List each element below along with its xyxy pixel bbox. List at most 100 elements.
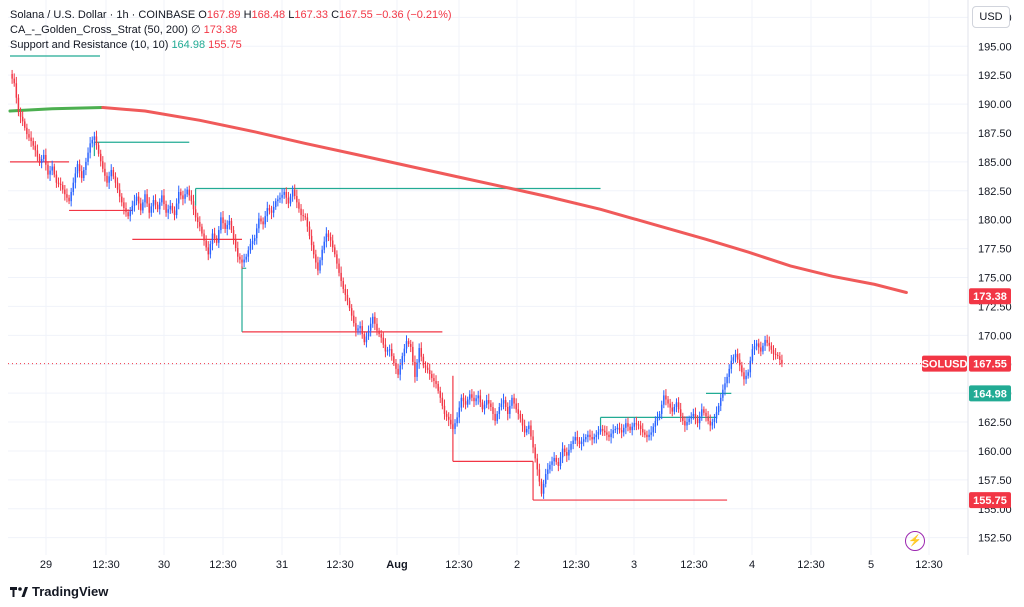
candle-body <box>110 169 112 177</box>
candle-body <box>205 240 207 248</box>
candle-body <box>13 78 15 84</box>
candle-body <box>490 403 492 407</box>
y-tick-label: 152.50 <box>978 533 1012 545</box>
candle-body <box>89 143 91 153</box>
candle-body <box>209 243 212 255</box>
candle-body <box>781 359 783 364</box>
candle-body <box>49 170 51 175</box>
candle-body <box>24 121 26 128</box>
candle-body <box>435 380 437 384</box>
y-tick-label: 160.00 <box>978 446 1012 458</box>
candle-body <box>452 424 454 429</box>
candle-body <box>78 164 81 172</box>
candle-body <box>382 337 385 345</box>
candle-body <box>76 164 79 174</box>
candle-body <box>298 202 300 209</box>
price-labels: 173.38 SOLUSD 167.55 164.98 155.75 <box>922 288 1011 509</box>
candle-body <box>568 449 570 456</box>
candle-body <box>363 334 366 343</box>
candle-body <box>580 441 583 444</box>
candle-body <box>705 412 707 417</box>
candle-body <box>186 189 188 195</box>
candle-body <box>713 418 716 423</box>
candle-body <box>15 83 18 98</box>
candle-body <box>412 346 414 362</box>
candle-body <box>108 176 110 183</box>
candle-body <box>606 432 608 435</box>
x-tick-label: 31 <box>276 559 288 571</box>
candle-body <box>40 158 43 164</box>
candle-body <box>644 432 646 435</box>
candle-body <box>684 420 686 426</box>
candle-body <box>64 189 66 195</box>
candle-body <box>766 339 768 343</box>
candle-body <box>391 349 393 357</box>
candle-body <box>747 372 749 376</box>
candle-body <box>409 343 412 347</box>
candle-body <box>604 430 606 433</box>
candle-body <box>395 363 397 369</box>
candle-body <box>445 413 448 417</box>
candle-body <box>473 397 475 402</box>
candle-body <box>475 398 477 402</box>
candle-body <box>281 194 283 198</box>
grid <box>8 0 969 555</box>
change-value: −0.36 (−0.21%) <box>375 9 452 21</box>
candle-body <box>481 402 484 410</box>
candle-body <box>245 256 247 260</box>
candle-body <box>456 417 458 424</box>
currency-button[interactable]: USD <box>972 6 1010 28</box>
candle-body <box>595 434 598 438</box>
candle-body <box>589 434 591 438</box>
resistance-price-tag: 164.98 <box>973 388 1007 400</box>
candle-body <box>344 289 347 295</box>
tradingview-logo[interactable]: TradingView <box>10 584 108 599</box>
candle-body <box>521 418 524 426</box>
candle-body <box>437 383 439 391</box>
legend-row-ma[interactable]: CA_-_Golden_Cross_Strat (50, 200) ∅ 173.… <box>10 23 452 38</box>
candle-body <box>477 395 479 399</box>
y-tick-label: 175.00 <box>978 273 1012 285</box>
sr-name: Support and Resistance (10, 10) <box>10 39 169 51</box>
candle-body <box>612 430 614 434</box>
x-tick-label: 2 <box>514 559 520 571</box>
candle-body <box>403 348 406 357</box>
candle-body <box>59 183 62 185</box>
candle-body <box>623 427 625 433</box>
candle-body <box>378 330 380 335</box>
legend-row-symbol: Solana / U.S. Dollar · 1h · COINBASE O16… <box>10 8 452 23</box>
candle-body <box>251 241 254 244</box>
candle-body <box>28 134 30 138</box>
y-tick-label: 187.50 <box>978 128 1012 140</box>
candle-body <box>228 220 231 225</box>
candle-body <box>431 374 433 379</box>
legend-row-sr[interactable]: Support and Resistance (10, 10) 164.98 1… <box>10 38 452 53</box>
candle-body <box>443 405 446 414</box>
candle-body <box>38 156 41 164</box>
candle-body <box>485 400 488 405</box>
candle-body <box>270 210 273 213</box>
candle-body <box>348 300 351 309</box>
candle-body <box>142 202 144 211</box>
last-price-tag-bg <box>969 355 1011 372</box>
candle-body <box>650 432 652 435</box>
ma-line-red <box>101 106 908 294</box>
candle-body <box>34 145 37 151</box>
candle-body <box>121 196 123 203</box>
symbol-title[interactable]: Solana / U.S. Dollar · 1h · COINBASE <box>10 9 196 21</box>
bolt-icon[interactable]: ⚡ <box>905 531 925 551</box>
candle-body <box>633 423 636 427</box>
candle-body <box>557 461 560 466</box>
candle-body <box>466 399 469 405</box>
candle-body <box>656 417 659 421</box>
candle-body <box>736 353 739 360</box>
close-value: 167.55 <box>339 9 373 21</box>
candle-body <box>762 345 764 352</box>
candle-body <box>319 260 321 271</box>
candle-body <box>734 353 737 358</box>
candle-body <box>215 238 218 243</box>
candle-body <box>167 209 169 213</box>
candle-body <box>17 97 20 113</box>
candle-body <box>268 208 271 211</box>
